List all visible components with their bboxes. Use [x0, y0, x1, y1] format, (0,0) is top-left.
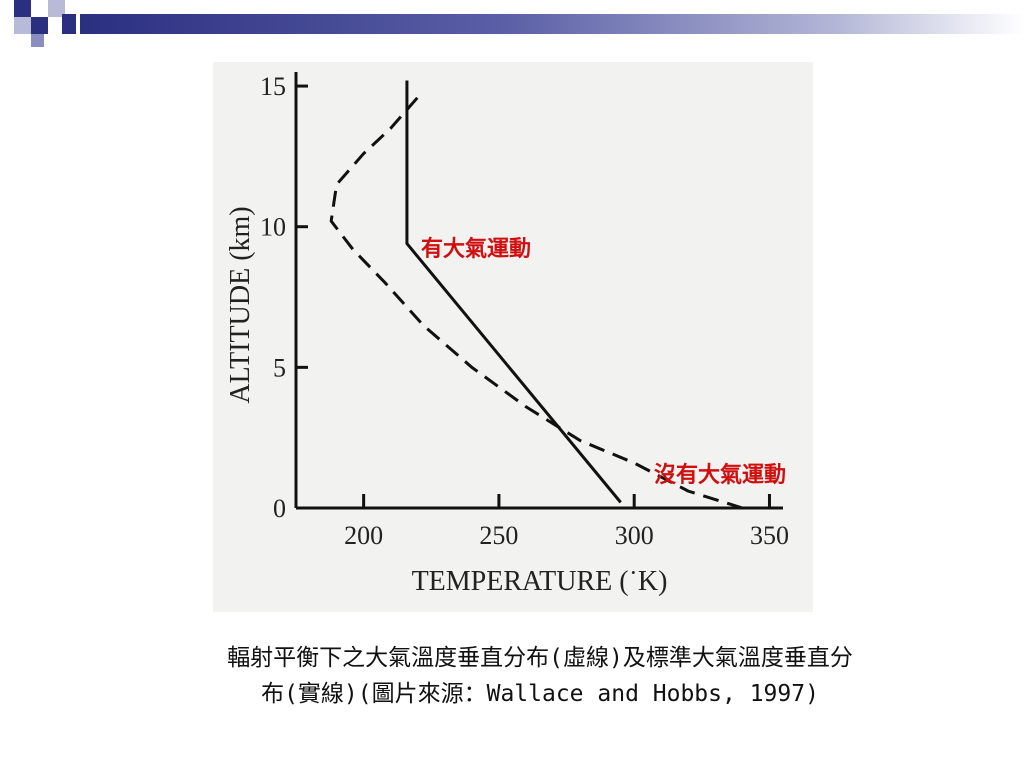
x-tick-label: 300 — [615, 521, 654, 550]
altitude-temperature-chart: 200 250 300 350 0 5 10 15 ALTITUDE (km) TEMPERA… — [225, 72, 789, 597]
y-axis-label: ALTITUDE (km) — [225, 206, 256, 403]
series-line-solid — [405, 80, 622, 504]
chart-image: 200 250 300 350 0 5 10 15 ALTITUDE (km) TEMPERA… — [213, 62, 813, 612]
y-tick-label: 5 — [273, 353, 286, 382]
y-tick-label: 15 — [260, 72, 286, 101]
caption-line-2: 布(實線)(圖片來源：Wallace and Hobbs, 1997) — [261, 681, 819, 707]
x-tick-label: 200 — [344, 521, 383, 550]
caption-line-1: 輻射平衡下之大氣溫度垂直分布(虛線)及標準大氣溫度垂直分 — [227, 645, 853, 671]
x-axis-label: TEMPERATURE (˙K) — [412, 566, 668, 597]
header-gradient-bar — [80, 14, 1024, 34]
slide-decoration — [0, 0, 1024, 64]
series-label-without-motion: 沒有大氣運動 — [654, 462, 786, 487]
figure-caption: 輻射平衡下之大氣溫度垂直分布(虛線)及標準大氣溫度垂直分 布(實線)(圖片來源：… — [60, 640, 1020, 712]
y-tick-label: 0 — [273, 494, 286, 523]
series-label-with-motion: 有大氣運動 — [421, 236, 531, 261]
x-tick-label: 350 — [750, 521, 789, 550]
corner-squares-icon — [14, 0, 76, 47]
y-tick-label: 10 — [260, 213, 286, 242]
series-line-dashed — [329, 96, 743, 510]
x-tick-label: 250 — [479, 521, 518, 550]
